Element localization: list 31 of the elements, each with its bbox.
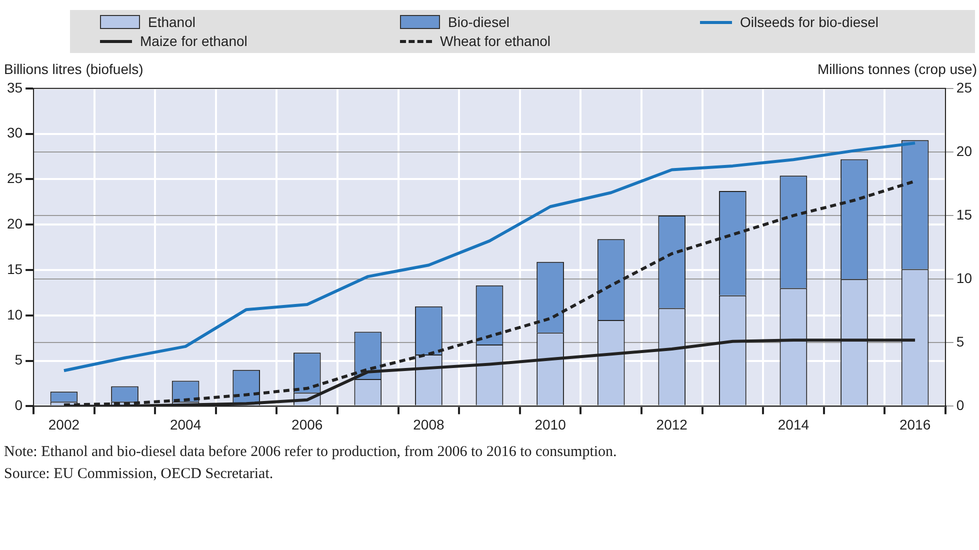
y2-tick-label: 5 bbox=[956, 334, 964, 350]
text: Note: Ethanol and bio-diesel data before 2006 refer to production, from 2006 to 2016 to consumption. bbox=[4, 443, 618, 462]
y2-tick-label: 10 bbox=[956, 270, 972, 286]
x-tick-label: 2002 bbox=[48, 416, 80, 432]
x-tick-label: 2016 bbox=[899, 416, 931, 432]
y2-axis-title: Millions tonnes (crop use) bbox=[817, 61, 977, 77]
x-tick-label: 2012 bbox=[656, 416, 688, 432]
y-tick-label: 35 bbox=[6, 79, 23, 96]
y2-tick-label: 15 bbox=[956, 206, 972, 222]
legend-label: Ethanol bbox=[148, 14, 196, 30]
y-tick-label: 25 bbox=[6, 170, 23, 186]
legend-label: Wheat for ethanol bbox=[440, 33, 551, 49]
x-tick-label: 2008 bbox=[413, 416, 444, 432]
x-tick-label: 2014 bbox=[778, 416, 810, 432]
y2-tick-label: 0 bbox=[956, 397, 964, 414]
y-axis-title: Billions litres (biofuels) bbox=[4, 61, 144, 77]
legend-label: Bio-diesel bbox=[448, 14, 510, 30]
y-tick-label: 20 bbox=[6, 215, 23, 232]
x-tick-label: 2010 bbox=[534, 416, 566, 432]
source-note: Source: EU Commission, OECD Secretariat. bbox=[4, 465, 274, 484]
y-tick-label: 0 bbox=[14, 397, 23, 414]
x-tick-label: 2004 bbox=[170, 416, 202, 432]
y2-tick-label: 25 bbox=[956, 79, 972, 96]
x-tick-label: 2006 bbox=[292, 416, 323, 432]
legend-label: Oilseeds for bio-diesel bbox=[740, 14, 879, 30]
y-tick-label: 30 bbox=[6, 124, 23, 141]
y2-tick-label: 20 bbox=[956, 142, 972, 159]
legend-label: Maize for ethanol bbox=[140, 33, 248, 49]
y-tick-label: 15 bbox=[6, 260, 23, 277]
y-tick-label: 10 bbox=[6, 306, 23, 322]
y-tick-label: 5 bbox=[14, 352, 23, 368]
